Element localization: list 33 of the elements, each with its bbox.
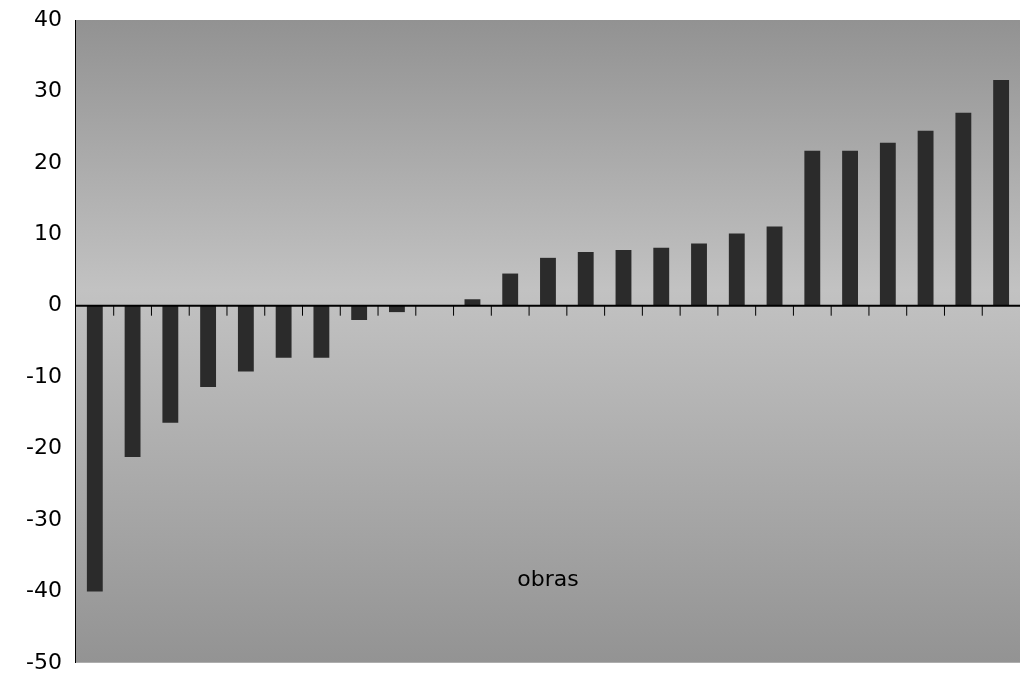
bar <box>842 150 858 306</box>
bar <box>124 305 141 458</box>
bar <box>879 142 896 306</box>
y-tick-label: 10 <box>33 219 62 245</box>
bar <box>540 257 556 306</box>
bar <box>766 226 783 306</box>
y-tick-label: 20 <box>33 148 62 174</box>
bar <box>577 252 594 306</box>
bar <box>993 80 1010 306</box>
bar <box>728 233 745 306</box>
bar <box>200 305 217 388</box>
x-axis-title: obras <box>517 566 579 592</box>
bar <box>275 305 292 358</box>
bar <box>615 249 632 306</box>
bar <box>237 305 254 372</box>
bar <box>804 150 821 306</box>
bar <box>917 130 934 306</box>
bar <box>351 305 368 320</box>
bar <box>313 305 330 358</box>
y-tick-label: -30 <box>26 505 62 531</box>
y-tick-label: 40 <box>33 5 62 31</box>
bar <box>955 112 972 306</box>
bar <box>691 243 707 306</box>
y-tick-label: 0 <box>47 291 62 317</box>
y-tick-label: -20 <box>26 434 62 460</box>
bar <box>502 273 519 306</box>
bar <box>162 305 179 423</box>
y-tick-label: -40 <box>26 577 62 603</box>
bar <box>86 305 103 592</box>
y-tick-label: 30 <box>33 77 62 103</box>
bar <box>653 247 670 306</box>
y-tick-label: -50 <box>26 648 62 674</box>
y-tick-label: -10 <box>26 362 62 388</box>
